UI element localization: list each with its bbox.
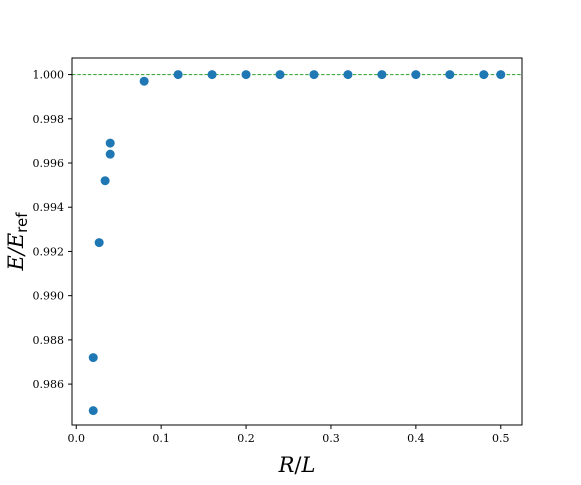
x-tick-label: 0.0 bbox=[67, 432, 85, 445]
y-tick-label: 0.988 bbox=[33, 334, 65, 347]
data-point bbox=[445, 70, 455, 80]
plot-area-frame bbox=[71, 57, 523, 426]
y-tick-label: 0.996 bbox=[33, 157, 65, 170]
x-axis-label-l: L bbox=[300, 453, 315, 477]
y-tick-label: 0.986 bbox=[33, 378, 65, 391]
data-point bbox=[479, 70, 489, 80]
data-point bbox=[88, 353, 98, 363]
data-point bbox=[343, 70, 353, 80]
y-tick-label: 0.998 bbox=[33, 113, 65, 126]
data-point bbox=[207, 70, 217, 80]
y-tick-label: 0.990 bbox=[33, 290, 65, 303]
data-point bbox=[105, 149, 115, 159]
data-point bbox=[496, 70, 506, 80]
data-point bbox=[105, 138, 115, 148]
data-point bbox=[377, 70, 387, 80]
x-tick-label: 0.3 bbox=[322, 432, 340, 445]
y-axis-label-subscript: ref bbox=[13, 212, 31, 233]
data-point bbox=[139, 76, 149, 86]
y-tick-label: 0.992 bbox=[33, 245, 65, 258]
y-tick-label: 1.000 bbox=[33, 69, 65, 82]
data-point bbox=[100, 176, 110, 186]
data-point bbox=[309, 70, 319, 80]
data-point bbox=[275, 70, 285, 80]
x-tick-label: 0.4 bbox=[407, 432, 425, 445]
data-point bbox=[94, 238, 104, 248]
x-tick-label: 0.1 bbox=[152, 432, 170, 445]
data-point bbox=[411, 70, 421, 80]
data-point bbox=[173, 70, 183, 80]
y-tick-label: 0.994 bbox=[33, 201, 65, 214]
x-axis-label-slash: / bbox=[294, 453, 302, 477]
data-point bbox=[88, 406, 98, 416]
x-tick-label: 0.2 bbox=[237, 432, 255, 445]
x-tick-label: 0.5 bbox=[492, 432, 510, 445]
x-axis-label-r: R bbox=[278, 453, 295, 477]
y-axis-label: E/Eref bbox=[4, 212, 31, 272]
data-point bbox=[241, 70, 251, 80]
y-axis-label-main: E/E bbox=[4, 233, 28, 272]
x-axis-label: R/L bbox=[278, 453, 316, 477]
